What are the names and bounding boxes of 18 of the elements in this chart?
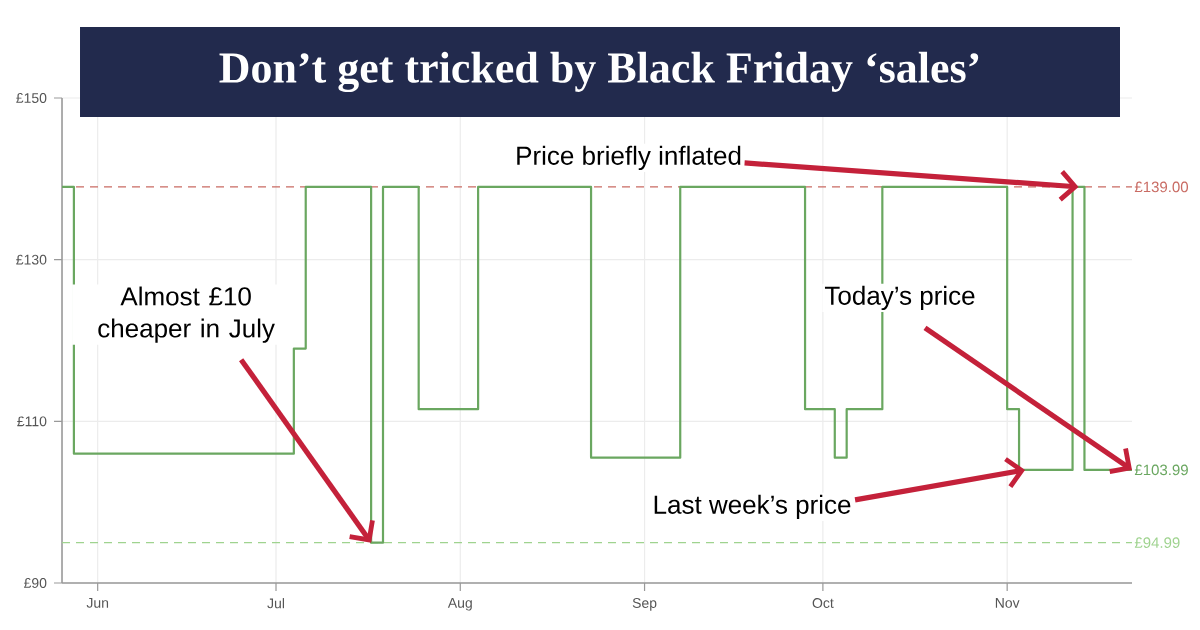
annotation: Last week’s price [654,494,851,520]
annotation: Today’s price [824,285,975,311]
annotation: £103.99 [1134,464,1188,476]
x-tick-label: Nov [995,598,1020,608]
y-tick-label: £110 [17,416,47,427]
annotation: Almost £10 cheaper in July [98,286,275,343]
y-tick-label: £130 [16,254,47,265]
chart-title: Don’t get tricked by Black Friday ‘sales’ [219,51,979,93]
annotation: Price briefly inflated [517,145,741,171]
x-tick-label: Sep [632,598,657,611]
y-tick-label: £150 [16,93,47,103]
y-tick-label: £90 [23,578,47,588]
x-tick-label: Aug [447,598,472,611]
ref-line-label: £139.00 [1134,181,1189,193]
x-tick-label: Oct [812,598,834,608]
x-tick-label: Jun [86,598,109,608]
ref-line-label: £94.99 [1134,537,1180,548]
x-tick-label: Jul [267,598,285,609]
